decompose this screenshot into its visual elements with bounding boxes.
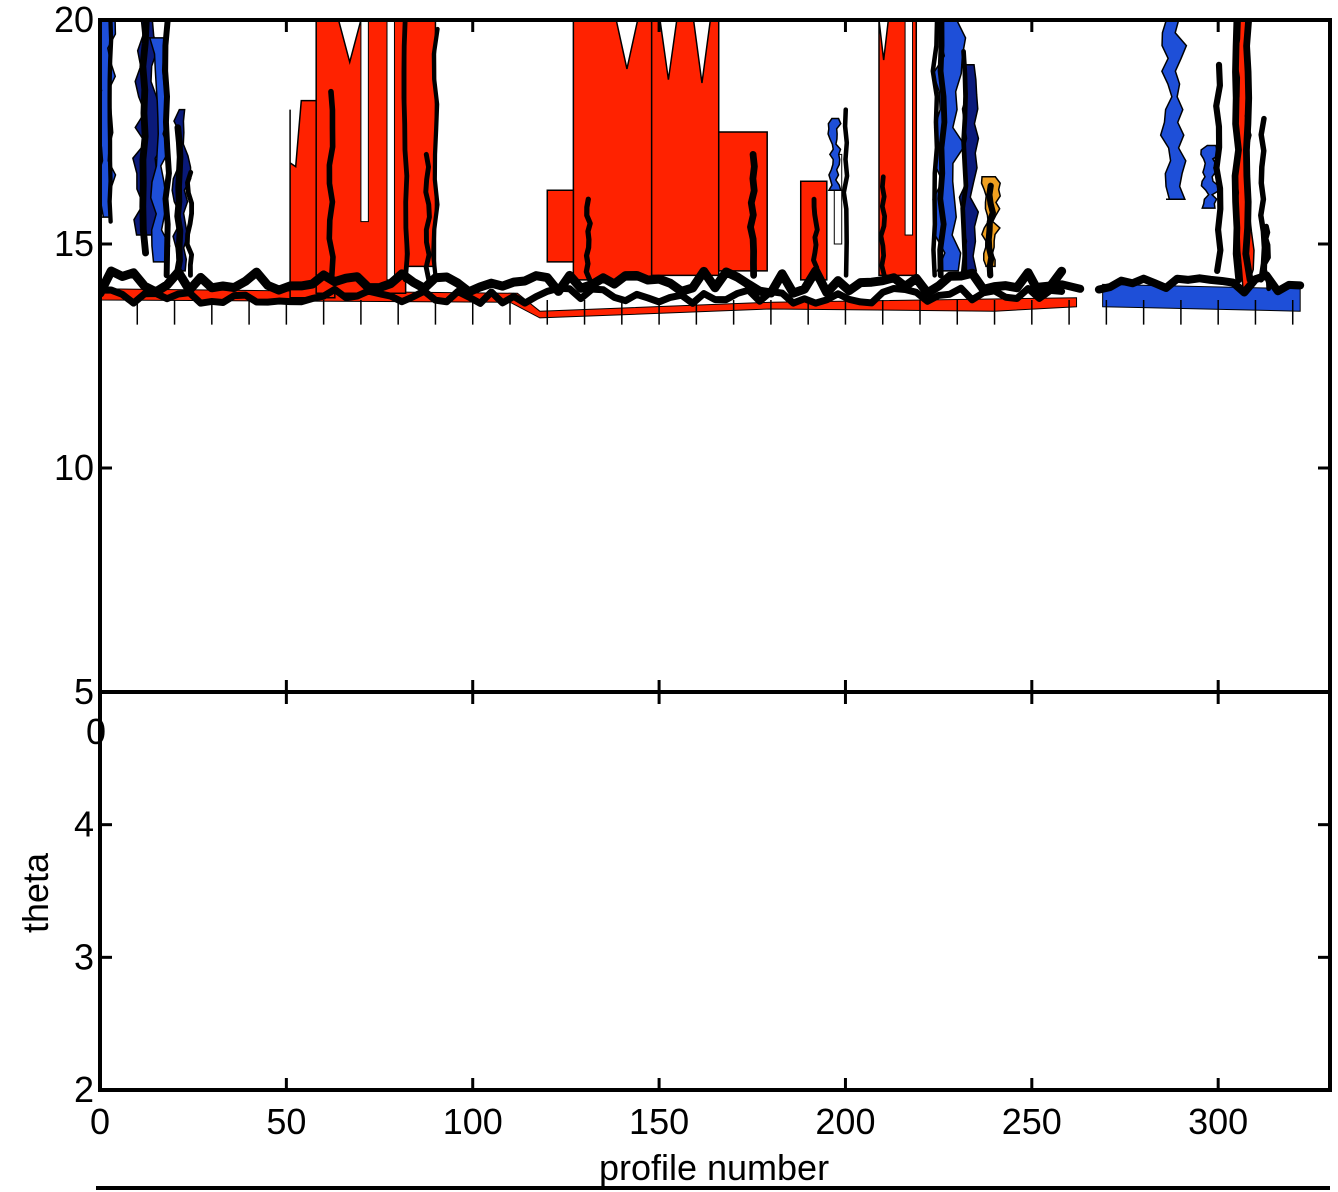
black-contour-vertical-4 <box>184 169 195 278</box>
x-axis-label: profile number <box>599 1147 829 1188</box>
blue-filament-7 <box>1159 20 1188 200</box>
x-tick-label: 250 <box>1002 1101 1062 1142</box>
x-tick-label: 50 <box>266 1101 306 1142</box>
top-contour-plot <box>100 20 1305 325</box>
black-contour-vertical-17 <box>985 182 996 279</box>
y-axis-label: theta <box>15 852 56 933</box>
red-gap-0 <box>360 20 369 223</box>
black-contour-vertical-12 <box>841 107 850 278</box>
black-contour-vertical-14 <box>930 20 940 278</box>
axes-frame <box>98 690 1332 1092</box>
bottom-axes: 2 3 4 0 50 100 150 200 250 300 0 <box>74 690 1332 1142</box>
black-contour-vertical-10 <box>747 151 758 279</box>
red-region-d <box>572 20 660 281</box>
black-contour-vertical-16 <box>960 48 969 278</box>
y-tick-label: 3 <box>74 936 94 977</box>
x-tick-label: 300 <box>1188 1101 1248 1142</box>
red-region-c <box>404 20 437 268</box>
black-contour-vertical-0 <box>107 20 114 224</box>
y-tick-label: 10 <box>54 447 94 488</box>
black-contour-vertical-2 <box>162 20 172 279</box>
top-axes: 5 10 15 20 <box>54 0 1332 712</box>
red-region-f <box>717 131 768 272</box>
red-region-e <box>650 20 720 277</box>
black-contour-vertical-20 <box>1242 20 1254 284</box>
black-contour-vertical-11 <box>811 196 820 278</box>
y-tick-label: 20 <box>54 0 94 40</box>
black-contour-vertical-3 <box>173 124 184 279</box>
black-contour-vertical-1 <box>139 20 150 257</box>
black-contour-vertical-21 <box>1258 115 1268 283</box>
black-contour-vertical-9 <box>583 196 593 283</box>
black-contour-vertical-7 <box>401 20 410 283</box>
red-gap-3 <box>904 20 914 236</box>
y-tick-label: 2 <box>74 1069 94 1110</box>
black-contour-vertical-5 <box>326 88 336 279</box>
black-contour-vertical-8 <box>431 26 440 282</box>
bottom-contour-panel: 2 3 4 0 50 100 150 200 250 300 0 <box>74 690 1332 1142</box>
blue-filament-9 <box>827 117 842 191</box>
x-tick-label: 150 <box>629 1101 689 1142</box>
x-tick-label: 100 <box>443 1101 503 1142</box>
black-contour-vertical-18 <box>1213 61 1224 274</box>
x-tick-label: 0 <box>90 1101 110 1142</box>
overlapping-x-tick-label: 0 <box>86 711 106 752</box>
black-contour-band-4 <box>1035 280 1085 293</box>
red-gap-1 <box>386 20 395 281</box>
y-tick-label: 15 <box>54 223 94 264</box>
black-contour-vertical-15 <box>937 20 948 279</box>
black-contour-band-1 <box>100 266 1067 298</box>
black-contour-band-2 <box>100 284 1066 307</box>
y-tick-label: 4 <box>74 804 94 845</box>
black-contour-vertical-6 <box>423 151 432 283</box>
red-region-i <box>546 189 575 263</box>
red-region-h <box>799 180 828 281</box>
x-tick-label: 200 <box>815 1101 875 1142</box>
black-contour-vertical-22 <box>1262 223 1272 292</box>
black-contour-vertical-13 <box>878 174 888 278</box>
y-tick-label: 5 <box>74 671 94 712</box>
black-contour-vertical-19 <box>1231 20 1243 284</box>
top-contour-panel: 5 10 15 20 <box>54 0 1332 712</box>
